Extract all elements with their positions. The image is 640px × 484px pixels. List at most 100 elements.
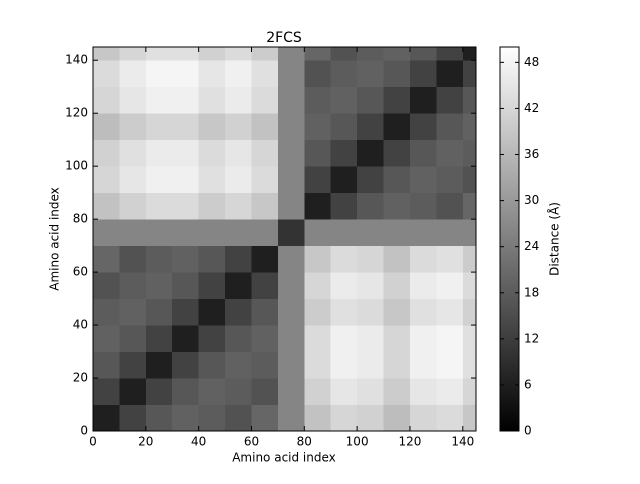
heatmap-cell	[304, 219, 332, 247]
heatmap-cell	[409, 298, 437, 326]
heatmap-cell	[145, 245, 173, 273]
heatmap-cell	[198, 60, 226, 88]
heatmap-cell	[330, 325, 358, 353]
colorbar-label: Distance (Å)	[547, 202, 562, 276]
heatmap-cell	[225, 113, 252, 141]
heatmap-cell	[145, 298, 173, 326]
heatmap-cell	[383, 272, 411, 300]
heatmap-cell	[225, 166, 252, 194]
heatmap-cell	[225, 351, 252, 379]
y-tick-label: 120	[65, 106, 88, 120]
heatmap-cell	[198, 245, 226, 273]
heatmap-cell	[93, 272, 120, 300]
heatmap-cell	[225, 245, 252, 273]
colorbar-tick-label: 24	[524, 239, 539, 253]
heatmap-cell	[409, 378, 437, 406]
heatmap-cell	[304, 166, 332, 194]
heatmap-cell	[409, 192, 437, 220]
heatmap-cell	[93, 351, 120, 379]
heatmap-cell	[225, 272, 252, 300]
colorbar-tick-label: 30	[524, 193, 539, 207]
heatmap-cell	[93, 139, 120, 167]
heatmap-cell	[409, 86, 437, 114]
heatmap-cell	[357, 404, 385, 432]
heatmap-cell	[93, 166, 120, 194]
heatmap-cell	[462, 139, 477, 167]
heatmap-cell	[119, 298, 147, 326]
heatmap-cell	[436, 192, 464, 220]
heatmap-cell	[383, 298, 411, 326]
heatmap-cell	[409, 245, 437, 273]
heatmap-cell	[225, 192, 252, 220]
heatmap-cell	[172, 166, 200, 194]
heatmap-cell	[172, 298, 200, 326]
heatmap-cell	[462, 86, 477, 114]
heatmap-cell	[198, 192, 226, 220]
heatmap-cell	[383, 139, 411, 167]
heatmap-cell	[462, 404, 477, 432]
heatmap-cell	[277, 47, 305, 61]
heatmap-cell	[330, 378, 358, 406]
heatmap-cell	[436, 272, 464, 300]
heatmap-cell	[145, 47, 173, 61]
heatmap-cell	[357, 60, 385, 88]
heatmap-cell	[436, 139, 464, 167]
heatmap-cell	[251, 325, 279, 353]
heatmap-cell	[145, 166, 173, 194]
heatmap-cell	[145, 219, 173, 247]
heatmap-cell	[119, 351, 147, 379]
heatmap-cell	[409, 139, 437, 167]
heatmap-cell	[198, 139, 226, 167]
heatmap-cell	[198, 166, 226, 194]
heatmap-cell	[119, 192, 147, 220]
heatmap-cell	[330, 351, 358, 379]
colorbar-tick-label: 42	[524, 101, 539, 115]
heatmap-cell	[330, 47, 358, 61]
y-tick-label: 60	[73, 265, 88, 279]
heatmap-cell	[119, 404, 147, 432]
heatmap-cell	[304, 351, 332, 379]
heatmap-cell	[225, 86, 252, 114]
heatmap-cell	[462, 166, 477, 194]
x-tick-label: 20	[138, 435, 153, 449]
heatmap-cell	[198, 351, 226, 379]
heatmap-cell	[145, 86, 173, 114]
heatmap-cell	[304, 272, 332, 300]
heatmap-cell	[145, 113, 173, 141]
heatmap-cell	[409, 60, 437, 88]
heatmap-cell	[145, 351, 173, 379]
heatmap-cell	[225, 60, 252, 88]
heatmap-cell	[357, 351, 385, 379]
heatmap-cell	[251, 192, 279, 220]
heatmap-cell	[357, 192, 385, 220]
heatmap-cell	[357, 166, 385, 194]
heatmap-cell	[304, 325, 332, 353]
heatmap-cell	[172, 404, 200, 432]
heatmap-cell	[172, 245, 200, 273]
y-tick-label: 20	[73, 371, 88, 385]
heatmap-cell	[277, 60, 305, 88]
heatmap-cell	[436, 245, 464, 273]
heatmap-cell	[304, 139, 332, 167]
heatmap-cell	[357, 86, 385, 114]
heatmap-cell	[304, 298, 332, 326]
heatmap-cell	[251, 298, 279, 326]
heatmap-cell	[383, 404, 411, 432]
heatmap-cell	[330, 245, 358, 273]
heatmap-cell	[119, 139, 147, 167]
heatmap-cell	[172, 325, 200, 353]
x-tick-label: 100	[346, 435, 369, 449]
plot-frame	[92, 46, 477, 432]
heatmap-cell	[462, 245, 477, 273]
heatmap-cell	[462, 219, 477, 247]
heatmap-cell	[145, 404, 173, 432]
colorbar-tick-label: 12	[524, 331, 539, 345]
heatmap-cell	[172, 139, 200, 167]
heatmap-cell	[119, 378, 147, 406]
heatmap-cell	[251, 272, 279, 300]
heatmap-cell	[330, 404, 358, 432]
y-axis-label: Amino acid index	[48, 187, 62, 291]
heatmap-cell	[145, 60, 173, 88]
colorbar-tick-label: 6	[524, 377, 532, 391]
heatmap-cell	[383, 378, 411, 406]
